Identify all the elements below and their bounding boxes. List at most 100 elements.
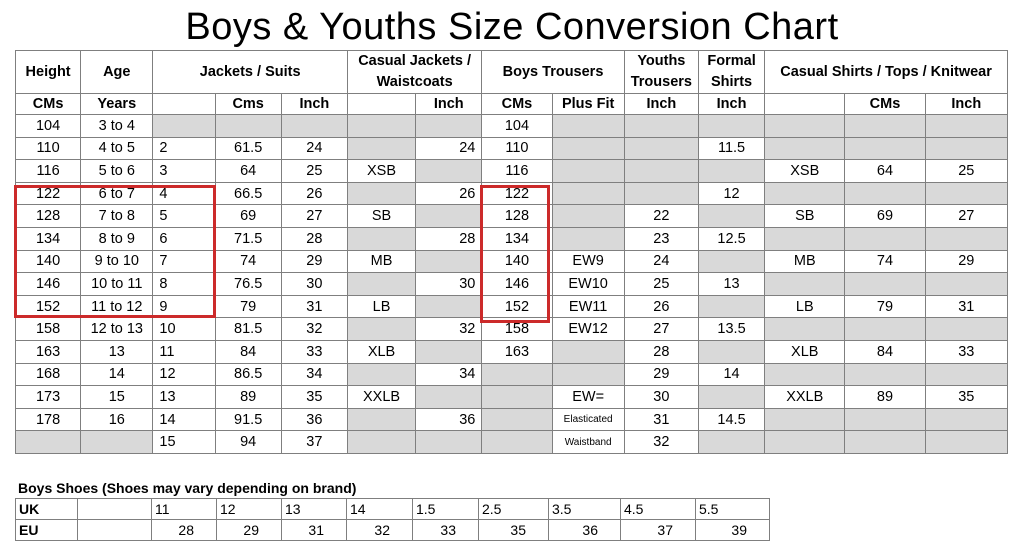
table-cell: 74 xyxy=(214,249,282,274)
table-cell xyxy=(481,362,553,387)
table-cell: EW11 xyxy=(551,294,625,319)
table-cell: 163 xyxy=(481,339,553,364)
table-cell xyxy=(924,226,1009,251)
table-cell: 116 xyxy=(14,159,82,183)
header-casual-shirts: Casual Shirts / Tops / Knitwear xyxy=(764,50,1008,94)
table-cell: 28 xyxy=(280,226,348,251)
table-cell xyxy=(551,114,625,138)
table-cell xyxy=(214,114,282,138)
header-youths-trousers: Youths Trousers xyxy=(623,50,699,94)
table-cell: 26 xyxy=(280,181,348,206)
table-cell: 140 xyxy=(14,249,82,274)
table-cell: 64 xyxy=(844,159,926,183)
header-jackets: Jackets / Suits xyxy=(152,50,348,94)
table-cell: 94 xyxy=(214,430,282,454)
table-cell: 173 xyxy=(14,385,82,409)
table-cell xyxy=(623,181,699,206)
table-cell xyxy=(415,114,483,138)
table-cell xyxy=(346,226,417,251)
table-row: 163 13 11 84 33 XLB 163 28 XLB 84 33 xyxy=(14,339,1009,364)
shoes-uk-size: 2.5 xyxy=(478,498,549,520)
table-cell: 7 to 8 xyxy=(80,204,154,228)
table-cell xyxy=(924,317,1009,341)
table-row: 173 15 13 89 35 XXLB EW= 30 XXLB 89 35 xyxy=(14,385,1009,409)
shoes-eu-size: 31 xyxy=(281,519,347,541)
table-cell: MB xyxy=(346,249,417,274)
table-cell: 24 xyxy=(623,249,699,274)
table-row: 146 10 to 11 8 76.5 30 30 146 EW10 25 13 xyxy=(14,272,1009,296)
table-cell: 35 xyxy=(280,385,348,409)
table-cell: 30 xyxy=(415,272,483,296)
table-cell: 13 xyxy=(697,272,766,296)
subheader-casual-inch: Inch xyxy=(924,93,1009,115)
table-cell: 9 to 10 xyxy=(80,249,154,274)
table-cell: 134 xyxy=(481,226,553,251)
header-height: Height xyxy=(14,50,82,94)
table-cell: 110 xyxy=(14,136,82,161)
table-row: 110 4 to 5 2 61.5 24 24 110 11.5 xyxy=(14,136,1009,161)
table-cell: 11.5 xyxy=(697,136,766,161)
shoes-eu-size: 37 xyxy=(620,519,696,541)
table-cell: 104 xyxy=(14,114,82,138)
table-cell xyxy=(764,181,846,206)
table-cell: EW= xyxy=(551,385,625,409)
shoes-eu-size: 32 xyxy=(346,519,413,541)
table-cell: 3 to 4 xyxy=(80,114,154,138)
table-cell: 168 xyxy=(14,362,82,387)
table-cell: 33 xyxy=(924,339,1009,364)
table-cell: 15 xyxy=(80,385,154,409)
subheader-jackets-size xyxy=(152,93,216,115)
table-cell: XSB xyxy=(346,159,417,183)
table-cell: LB xyxy=(346,294,417,319)
table-cell xyxy=(764,317,846,341)
table-cell: 163 xyxy=(14,339,82,364)
table-cell xyxy=(623,114,699,138)
table-cell: 16 xyxy=(80,407,154,432)
table-cell: 28 xyxy=(415,226,483,251)
subheader-trousers-cms: CMs xyxy=(481,93,553,115)
table-cell: 14.5 xyxy=(697,407,766,432)
table-cell: 89 xyxy=(844,385,926,409)
shoes-uk-label: UK xyxy=(15,498,78,520)
table-row: 168 14 12 86.5 34 34 29 14 xyxy=(14,362,1009,387)
table-cell: 31 xyxy=(280,294,348,319)
table-cell: 89 xyxy=(214,385,282,409)
table-cell xyxy=(551,339,625,364)
table-cell xyxy=(697,294,766,319)
shoes-table: UK 11 12 13 14 1.5 2.5 3.5 4.5 5.5 EU 28 29 31 32 33… xyxy=(15,498,770,541)
table-cell xyxy=(623,136,699,161)
table-cell: 146 xyxy=(481,272,553,296)
table-cell: SB xyxy=(346,204,417,228)
table-cell: XSB xyxy=(764,159,846,183)
table-cell: 26 xyxy=(623,294,699,319)
table-cell xyxy=(346,430,417,454)
shoes-eu-size: 28 xyxy=(151,519,217,541)
table-cell xyxy=(346,272,417,296)
table-cell: 178 xyxy=(14,407,82,432)
table-cell: 13 xyxy=(80,339,154,364)
header-row: Height Age Jackets / Suits Casual Jacket… xyxy=(14,50,1008,94)
subheader-row: CMs Years Cms Inch Inch CMs Plus Fit Inc… xyxy=(14,93,1009,115)
table-row: 158 12 to 13 10 81.5 32 32 158 EW12 27 13.5 xyxy=(14,317,1009,341)
table-cell xyxy=(924,272,1009,296)
table-cell: 84 xyxy=(214,339,282,364)
table-cell xyxy=(764,362,846,387)
table-cell: 34 xyxy=(280,362,348,387)
table-cell: 91.5 xyxy=(214,407,282,432)
table-cell: 29 xyxy=(280,249,348,274)
shoes-eu-size: 39 xyxy=(695,519,770,541)
table-cell xyxy=(346,136,417,161)
subheader-formal-inch: Inch xyxy=(697,93,766,115)
table-cell: 122 xyxy=(481,181,553,206)
table-cell: 158 xyxy=(481,317,553,341)
table-cell: XXLB xyxy=(764,385,846,409)
table-cell xyxy=(764,407,846,432)
table-cell: LB xyxy=(764,294,846,319)
table-cell: 66.5 xyxy=(214,181,282,206)
table-cell: 14 xyxy=(152,407,216,432)
table-cell xyxy=(697,159,766,183)
table-cell: XXLB xyxy=(346,385,417,409)
table-cell: 12 to 13 xyxy=(80,317,154,341)
table-cell: SB xyxy=(764,204,846,228)
table-cell xyxy=(415,204,483,228)
